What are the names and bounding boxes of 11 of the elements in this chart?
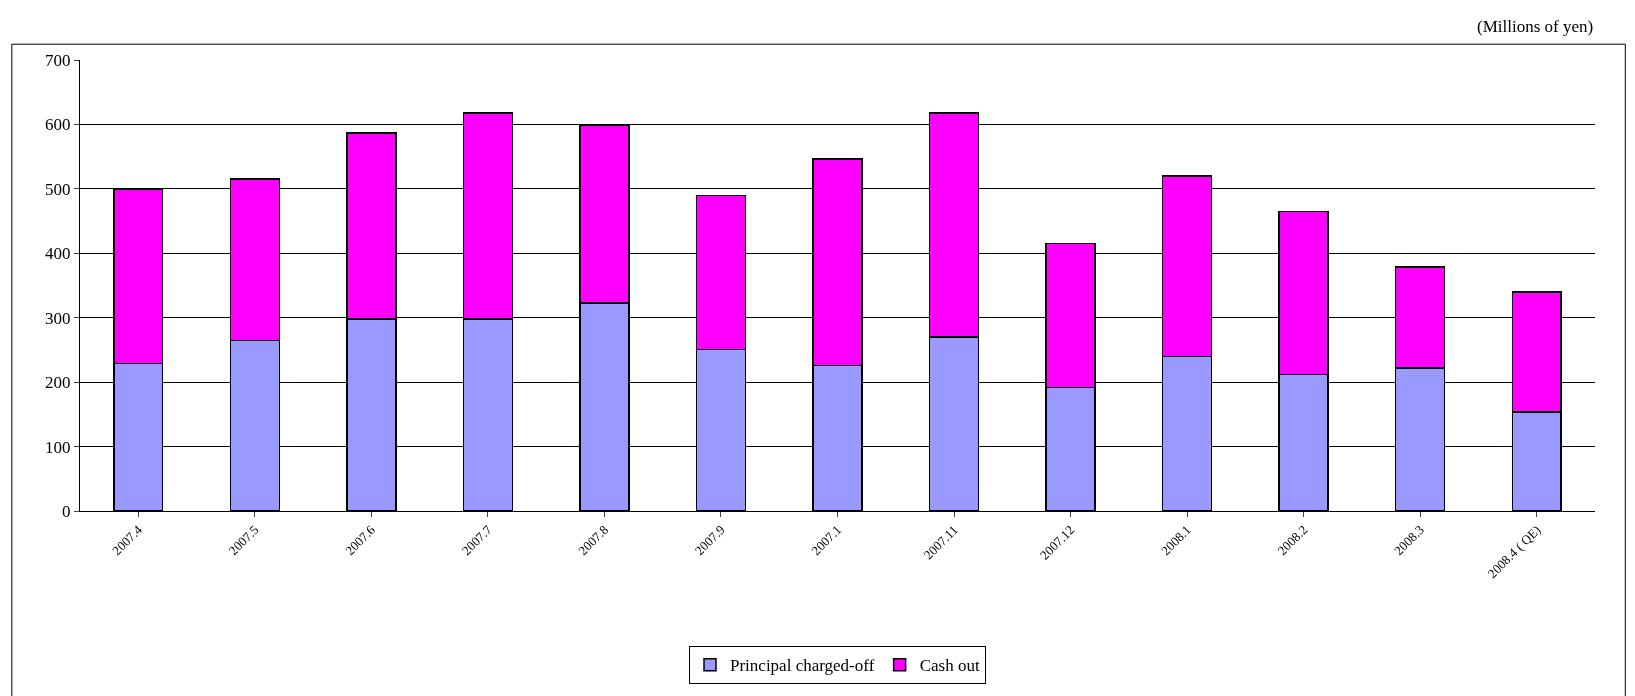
y-tick-label: 100 bbox=[45, 437, 71, 457]
y-tick-label: 700 bbox=[45, 50, 71, 70]
y-tick-label: 600 bbox=[45, 115, 71, 135]
y-tick-label: 200 bbox=[45, 373, 71, 393]
chart-subtitle: (Millions of yen) bbox=[1477, 17, 1594, 36]
y-tick-label: 0 bbox=[62, 501, 71, 521]
y-tick-label: 300 bbox=[45, 308, 71, 328]
legend-label: Cash out bbox=[919, 656, 980, 676]
legend-label: Principal charged-off bbox=[730, 656, 875, 676]
y-tick-label: 500 bbox=[45, 179, 71, 199]
y-tick-label: 400 bbox=[45, 244, 71, 264]
